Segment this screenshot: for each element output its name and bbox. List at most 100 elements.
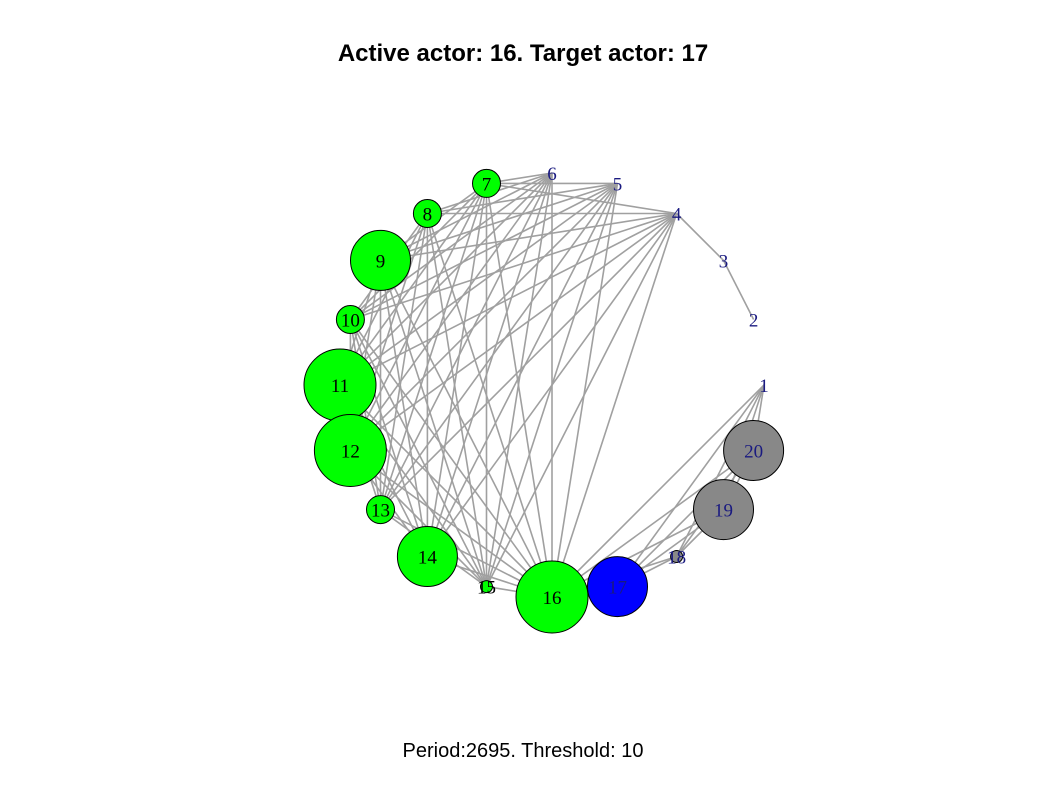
node-20: 20 — [723, 420, 785, 481]
edge-5-8 — [427, 182, 618, 215]
edge-10-15 — [349, 319, 488, 587]
node-4-label: 4 — [672, 205, 682, 226]
edge-2-3 — [722, 260, 755, 320]
node-15-circle — [480, 580, 493, 594]
node-8-circle — [412, 199, 442, 228]
node-7-circle — [472, 168, 501, 198]
edge-1-18 — [675, 384, 765, 557]
chart-caption: Period:2695. Threshold: 10 — [402, 740, 644, 762]
chart-title: Active actor: 16. Target actor: 17 — [337, 40, 709, 67]
edge-10-16 — [349, 319, 553, 598]
edge-layer — [339, 172, 765, 598]
node-15-label: 15 — [477, 578, 496, 599]
node-6: 6 — [547, 164, 557, 185]
node-6-label: 6 — [547, 164, 557, 185]
node-13-label: 13 — [371, 501, 390, 522]
edge-10-13 — [349, 319, 382, 510]
edge-5-16 — [551, 183, 619, 598]
edge-7-11 — [339, 182, 488, 386]
node-18: 18 — [667, 548, 686, 569]
node-14-circle — [396, 526, 458, 587]
edge-8-13 — [379, 213, 429, 510]
node-17: 17 — [587, 556, 648, 618]
node-8-label: 8 — [423, 205, 433, 226]
node-2-label: 2 — [749, 311, 759, 332]
edge-8-16 — [426, 213, 553, 598]
edge-4-13 — [379, 212, 678, 511]
node-19-circle — [693, 479, 754, 541]
node-13-circle — [366, 495, 395, 525]
edge-12-16 — [349, 449, 553, 598]
node-5: 5 — [613, 174, 623, 195]
edge-5-9 — [380, 182, 618, 262]
node-12: 12 — [313, 414, 387, 487]
edge-5-10 — [350, 182, 618, 321]
edge-9-16 — [379, 260, 553, 598]
edge-5-14 — [426, 183, 619, 557]
edge-4-7 — [486, 182, 677, 215]
node-18-label: 18 — [667, 548, 686, 569]
node-9-circle — [350, 229, 411, 291]
node-12-circle — [313, 414, 387, 487]
edge-5-12 — [349, 182, 619, 452]
node-17-circle — [587, 556, 648, 618]
edge-7-13 — [379, 183, 488, 510]
edge-11-16 — [339, 384, 553, 598]
node-14: 14 — [396, 526, 458, 587]
edge-6-9 — [380, 172, 553, 262]
edge-4-9 — [380, 212, 677, 262]
node-11: 11 — [303, 348, 377, 422]
node-9: 9 — [350, 229, 411, 291]
edge-6-12 — [349, 172, 553, 451]
edge-6-14 — [426, 172, 553, 557]
edge-7-14 — [426, 183, 488, 557]
node-7-label: 7 — [482, 174, 492, 195]
node-10-label: 10 — [341, 311, 360, 332]
node-19-label: 19 — [714, 501, 733, 522]
node-8: 8 — [412, 199, 442, 228]
node-16-circle — [515, 560, 589, 634]
edge-9-15 — [379, 260, 488, 587]
node-3: 3 — [719, 251, 729, 272]
edge-7-10 — [349, 182, 488, 321]
node-4: 4 — [672, 205, 682, 226]
node-1-label: 1 — [759, 376, 769, 397]
edge-6-15 — [485, 172, 553, 587]
edge-17-20 — [616, 449, 755, 588]
node-10: 10 — [335, 305, 365, 334]
node-15: 15 — [477, 578, 496, 599]
edge-3-4 — [676, 212, 725, 261]
edge-9-14 — [379, 260, 429, 557]
node-14-label: 14 — [418, 548, 438, 569]
edge-1-16 — [551, 384, 765, 598]
node-12-label: 12 — [341, 442, 360, 463]
edge-16-20 — [551, 449, 755, 598]
node-3-label: 3 — [719, 251, 729, 272]
edge-4-15 — [485, 213, 678, 587]
edge-8-15 — [426, 213, 488, 587]
node-2: 2 — [749, 311, 759, 332]
edge-7-16 — [485, 183, 553, 598]
node-11-label: 11 — [331, 376, 349, 397]
node-17-label: 17 — [608, 578, 627, 599]
node-19: 19 — [693, 479, 754, 541]
node-18-circle — [670, 550, 684, 563]
node-1: 1 — [759, 376, 769, 397]
node-7: 7 — [472, 168, 501, 198]
node-10-circle — [335, 305, 365, 334]
node-13: 13 — [366, 495, 395, 525]
edge-1-17 — [616, 384, 765, 588]
edge-6-10 — [349, 172, 553, 321]
node-16: 16 — [515, 560, 589, 634]
node-9-label: 9 — [376, 251, 386, 272]
edge-4-10 — [350, 212, 677, 321]
node-5-label: 5 — [613, 174, 623, 195]
edge-6-11 — [339, 172, 553, 386]
edge-4-16 — [551, 213, 678, 598]
edge-5-11 — [339, 182, 618, 386]
node-20-label: 20 — [744, 442, 763, 463]
node-20-circle — [723, 420, 785, 481]
edge-7-12 — [349, 183, 488, 451]
